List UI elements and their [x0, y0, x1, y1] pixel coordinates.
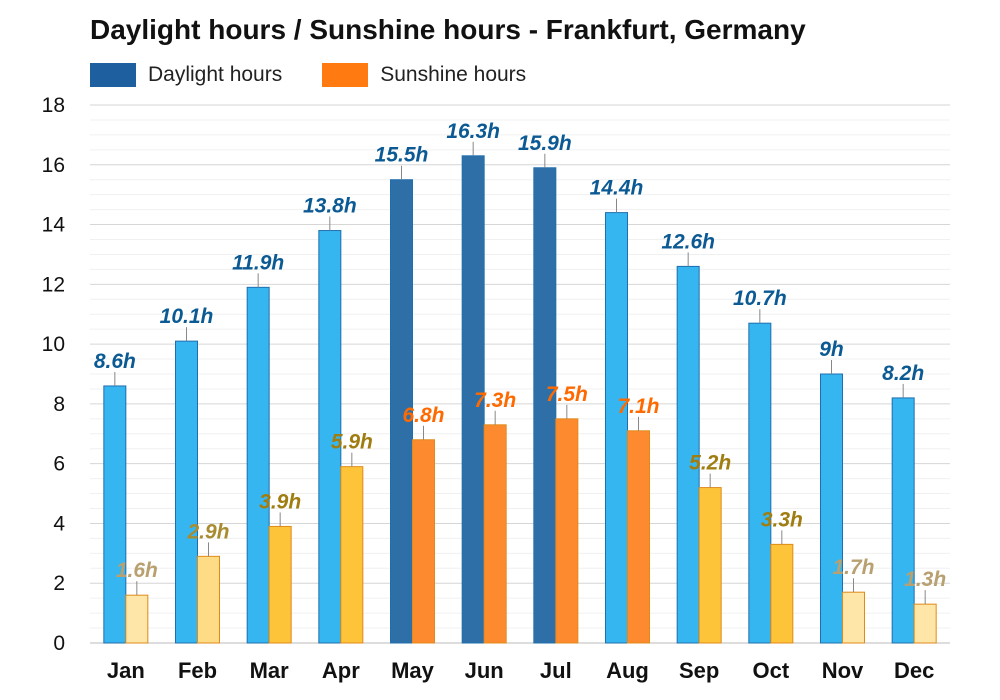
sunshine-value-label: 5.2h: [689, 452, 731, 475]
sunshine-value-label: 3.9h: [259, 490, 301, 513]
legend-item-sunshine[interactable]: Sunshine hours: [322, 63, 526, 87]
daylight-value-label: 8.6h: [94, 350, 136, 373]
sunshine-bar: [627, 430, 650, 644]
daylight-value-label: 11.9h: [232, 251, 284, 274]
y-tick-label: 2: [53, 572, 65, 595]
daylight-value-label: 10.7h: [733, 287, 787, 310]
x-tick-label: Jul: [540, 658, 572, 683]
sunshine-bar: [770, 543, 794, 644]
daylight-bar: [605, 212, 628, 644]
y-tick-label: 10: [42, 333, 65, 356]
x-tick-label: Feb: [178, 658, 217, 683]
x-tick-label: Jan: [107, 658, 145, 683]
legend-swatch-sunshine: [322, 63, 369, 87]
daylight-bar: [103, 385, 127, 644]
y-tick-label: 8: [53, 393, 65, 416]
daylight-bar: [820, 373, 843, 644]
legend: Daylight hours Sunshine hours: [90, 60, 566, 90]
y-tick-label: 4: [53, 512, 65, 535]
daylight-value-label: 9h: [819, 338, 844, 361]
daylight-value-label: 13.8h: [303, 195, 357, 218]
sunshine-bar: [197, 555, 220, 644]
x-tick-label: Jun: [465, 658, 504, 683]
sunshine-value-label: 7.5h: [546, 383, 588, 406]
daylight-value-label: 15.9h: [518, 132, 572, 155]
legend-label-daylight: Daylight hours: [148, 63, 283, 86]
y-tick-label: 0: [53, 632, 65, 655]
x-tick-label: Mar: [250, 658, 290, 683]
sunshine-bar: [412, 439, 435, 644]
daylight-value-label: 10.1h: [160, 305, 214, 328]
sunshine-value-label: 1.3h: [904, 568, 946, 591]
sunshine-bar: [483, 424, 507, 644]
daylight-value-label: 12.6h: [661, 230, 715, 253]
daylight-value-label: 8.2h: [882, 362, 924, 385]
sunshine-value-label: 1.6h: [116, 559, 158, 582]
x-tick-label: Nov: [822, 658, 864, 683]
sunshine-bar: [698, 487, 722, 644]
legend-swatch-daylight: [90, 63, 136, 87]
sunshine-bar: [913, 603, 937, 644]
daylight-value-label: 14.4h: [590, 177, 644, 200]
daylight-bar: [748, 322, 772, 644]
x-tick-label: May: [391, 658, 435, 683]
daylight-bar: [246, 286, 270, 644]
x-tick-label: Sep: [679, 658, 719, 683]
legend-item-daylight[interactable]: Daylight hours: [90, 63, 282, 87]
x-tick-label: Dec: [894, 658, 934, 683]
sunshine-bar: [555, 418, 579, 644]
y-tick-label: 18: [42, 94, 65, 117]
x-tick-label: Apr: [322, 658, 360, 683]
daylight-value-label: 15.5h: [375, 144, 429, 167]
sunshine-bar: [268, 525, 292, 644]
daylight-bar: [891, 397, 915, 644]
chart-title: Daylight hours / Sunshine hours - Frankf…: [90, 14, 806, 45]
sunshine-value-label: 2.9h: [186, 520, 229, 543]
x-tick-label: Aug: [606, 658, 649, 683]
y-tick-label: 6: [53, 453, 65, 476]
sunshine-value-label: 7.3h: [474, 389, 516, 412]
x-tick-label: Oct: [752, 658, 789, 683]
sunshine-value-label: 3.3h: [761, 508, 803, 531]
sunshine-value-label: 5.9h: [331, 431, 373, 454]
y-tick-label: 14: [42, 214, 66, 237]
y-tick-label: 16: [42, 154, 65, 177]
sunshine-bar: [842, 591, 865, 644]
y-tick-label: 12: [42, 273, 65, 296]
sunshine-value-label: 1.7h: [832, 556, 874, 579]
daylight-value-label: 16.3h: [446, 120, 500, 143]
legend-label-sunshine: Sunshine hours: [380, 63, 527, 86]
sunshine-value-label: 7.1h: [617, 395, 659, 418]
sunshine-value-label: 6.8h: [402, 404, 444, 427]
daylight-bar: [175, 340, 198, 644]
sunshine-bar: [125, 594, 149, 644]
sunshine-bar: [340, 466, 364, 644]
